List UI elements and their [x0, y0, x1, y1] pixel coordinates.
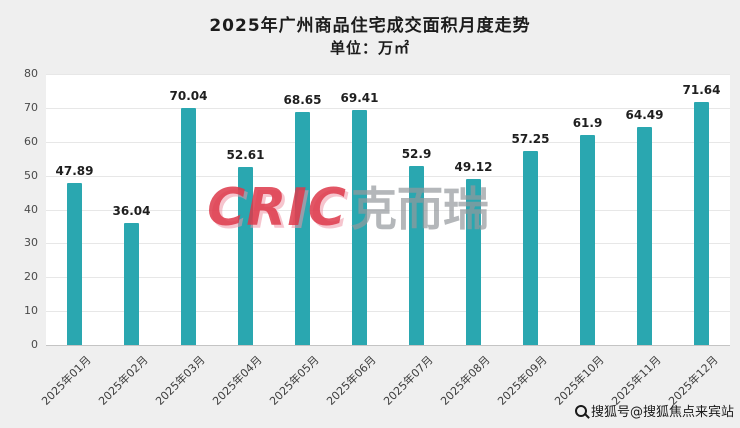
- bar-value-label: 49.12: [454, 159, 493, 174]
- bar: [352, 109, 367, 345]
- souhu-watermark: 搜狐号@搜狐焦点来宾站: [574, 401, 734, 420]
- bar: [466, 178, 481, 345]
- bar-value-label: 36.04: [112, 203, 151, 218]
- y-tick-label: 20: [24, 270, 38, 284]
- gridline-20: [46, 277, 730, 279]
- bar: [67, 182, 82, 345]
- bar: [523, 151, 538, 345]
- bar-value-label: 57.25: [511, 132, 550, 147]
- y-tick-label: 30: [24, 236, 38, 250]
- y-tick-label: 50: [24, 168, 38, 182]
- chart-title: 2025年广州商品住宅成交面积月度走势: [209, 16, 531, 36]
- gridline-80: [46, 74, 730, 75]
- gridline-30: [46, 243, 730, 245]
- gridline-0: [46, 345, 730, 346]
- y-tick-label: 10: [24, 304, 38, 318]
- bar-value-label: 47.89: [55, 163, 94, 178]
- bar-value-label: 71.64: [682, 83, 721, 98]
- bar: [580, 135, 595, 345]
- y-tick-label: 60: [24, 134, 38, 148]
- gridline-70: [46, 107, 730, 109]
- bar-value-label: 70.04: [169, 88, 208, 103]
- y-tick-label: 0: [31, 338, 38, 351]
- bar: [295, 112, 310, 345]
- bar-value-label: 64.49: [625, 107, 664, 122]
- bar-value-label: 69.41: [340, 90, 379, 105]
- bar: [124, 222, 139, 345]
- gridline-40: [46, 209, 730, 211]
- souhu-watermark-text: 搜狐号@搜狐焦点来宾站: [590, 405, 734, 420]
- bar: [181, 107, 196, 345]
- bar-value-label: 52.61: [226, 147, 265, 162]
- bar-value-label: 52.9: [401, 146, 432, 161]
- souhu-logo-icon: [574, 404, 587, 417]
- y-tick-label: 40: [24, 202, 38, 216]
- gridline-50: [46, 175, 730, 177]
- bar-value-label: 68.65: [283, 93, 322, 108]
- gridline-10: [46, 311, 730, 313]
- gridline-60: [46, 141, 730, 143]
- bar: [238, 166, 253, 345]
- chart-subtitle: 单位：万㎡: [329, 39, 410, 57]
- bar: [694, 102, 709, 345]
- bar-value-label: 61.9: [572, 116, 603, 131]
- y-tick-label: 80: [24, 67, 38, 80]
- bar: [409, 165, 424, 345]
- bar: [637, 126, 652, 345]
- y-tick-label: 70: [24, 100, 38, 114]
